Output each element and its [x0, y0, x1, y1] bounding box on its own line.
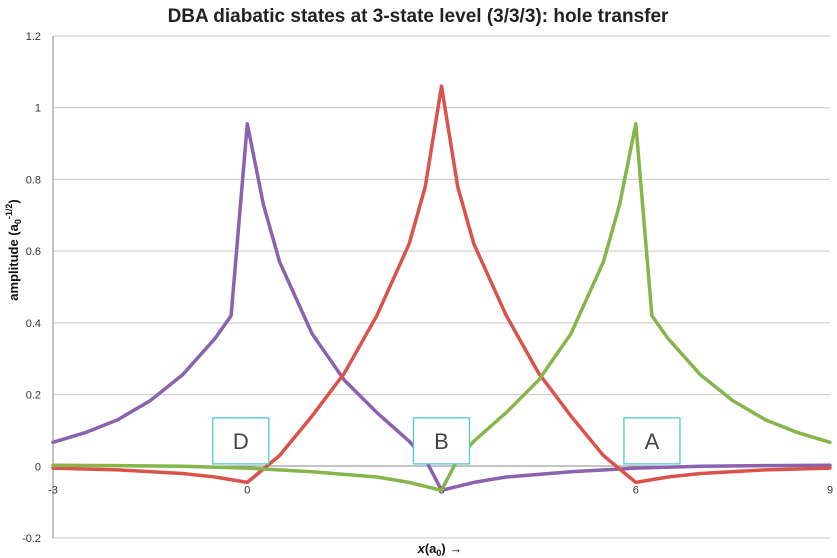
- y-axis-label: amplitude (a0-1/2): [4, 199, 23, 300]
- y-tick-label-0: -0.2: [22, 533, 41, 545]
- chart-title: DBA diabatic states at 3-state level (3/…: [168, 6, 669, 27]
- site-label-d: D: [212, 417, 270, 465]
- x-tick-label-0: -3: [48, 484, 58, 496]
- y-tick-label-1: 0: [35, 461, 41, 473]
- y-tick-label-3: 0.4: [26, 318, 41, 330]
- y-tick-labels: -0.2 0 0.2 0.4 0.6 0.8 1 1.2: [22, 31, 41, 545]
- site-letter-0: D: [233, 429, 249, 454]
- site-label-a: A: [623, 417, 681, 465]
- site-box-0: [212, 417, 270, 465]
- x-tick-label-4: 9: [827, 484, 833, 496]
- series-line-0: [51, 122, 832, 493]
- x-tick-label-1: 0: [244, 484, 250, 496]
- series-lines: [51, 84, 832, 493]
- site-letter-2: A: [645, 429, 660, 454]
- y-tick-label-7: 1.2: [26, 31, 41, 43]
- site-box-2: [623, 417, 681, 465]
- y-tick-label-6: 1: [35, 103, 41, 115]
- y-tick-label-4: 0.6: [26, 246, 41, 258]
- site-box-1: [412, 417, 471, 465]
- series-line-2: [51, 122, 832, 493]
- site-letter-1: B: [434, 429, 449, 454]
- y-tick-label-2: 0.2: [26, 390, 41, 402]
- gridlines: [53, 35, 830, 539]
- y-tick-label-5: 0.8: [26, 174, 41, 186]
- series-line-1: [51, 84, 832, 485]
- x-tick-label-3: 6: [633, 484, 639, 496]
- site-label-b: B: [412, 417, 471, 465]
- x-axis-label: x(a0) →: [417, 541, 463, 558]
